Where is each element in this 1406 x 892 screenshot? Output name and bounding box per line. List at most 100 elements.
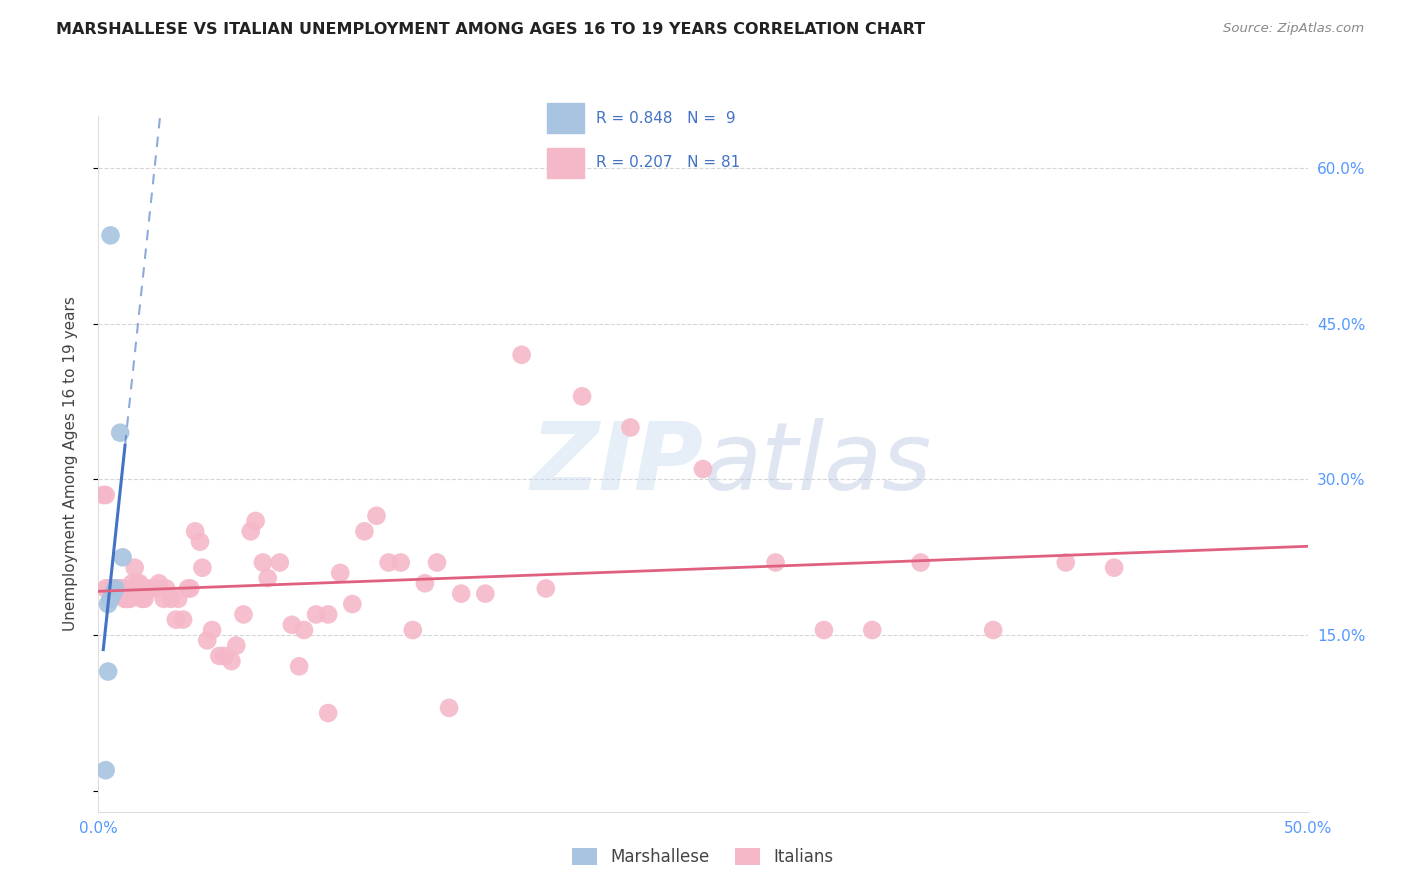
Point: [165, 613, 187, 627]
Point: [191, 560, 214, 574]
Point: [111, 582, 134, 596]
Point: [94, 488, 117, 502]
Point: [91, 488, 114, 502]
Point: [145, 582, 167, 596]
Point: [97, 582, 120, 596]
Point: [366, 508, 388, 523]
Point: [239, 524, 262, 539]
Point: [437, 701, 460, 715]
Point: [97, 582, 120, 596]
Point: [167, 591, 190, 606]
Point: [100, 591, 122, 606]
Point: [108, 582, 131, 596]
Point: [111, 582, 134, 596]
Point: [377, 556, 399, 570]
Point: [1054, 556, 1077, 570]
Text: R = 0.207   N = 81: R = 0.207 N = 81: [596, 155, 741, 170]
Point: [221, 654, 243, 668]
Point: [104, 582, 127, 596]
Point: [860, 623, 883, 637]
Point: [94, 763, 117, 777]
Point: [571, 389, 593, 403]
Point: [201, 623, 224, 637]
Point: [1102, 560, 1125, 574]
Point: [107, 582, 129, 596]
Point: [252, 556, 274, 570]
Point: [108, 582, 131, 596]
Point: [256, 571, 278, 585]
Point: [97, 597, 120, 611]
Point: [510, 348, 533, 362]
Point: [104, 582, 127, 596]
Text: R = 0.848   N =  9: R = 0.848 N = 9: [596, 111, 735, 126]
Point: [117, 591, 139, 606]
Point: [910, 556, 932, 570]
Point: [101, 587, 124, 601]
Point: [141, 582, 163, 596]
Point: [97, 665, 120, 679]
Bar: [547, 148, 583, 178]
Point: [101, 582, 124, 596]
Point: [172, 613, 194, 627]
Point: [208, 648, 231, 663]
Point: [118, 591, 141, 606]
Point: [127, 576, 149, 591]
Point: [232, 607, 254, 622]
Point: [177, 582, 200, 596]
Point: [94, 582, 117, 596]
Point: [225, 639, 247, 653]
Point: [450, 587, 472, 601]
Point: [100, 582, 122, 596]
Point: [160, 591, 183, 606]
Point: [184, 524, 207, 539]
Point: [413, 576, 436, 591]
Point: [692, 462, 714, 476]
Point: [128, 576, 150, 591]
Point: [619, 420, 641, 434]
Y-axis label: Unemployment Among Ages 16 to 19 years: Unemployment Among Ages 16 to 19 years: [63, 296, 77, 632]
Point: [131, 591, 153, 606]
Point: [813, 623, 835, 637]
Point: [269, 556, 291, 570]
Point: [389, 556, 412, 570]
Point: [148, 576, 170, 591]
Point: [765, 556, 787, 570]
Point: [100, 228, 122, 243]
Point: [121, 576, 143, 591]
Point: [534, 582, 557, 596]
Point: [212, 648, 235, 663]
Text: ZIP: ZIP: [530, 417, 703, 510]
Point: [402, 623, 425, 637]
Point: [474, 587, 496, 601]
Point: [111, 550, 134, 565]
Point: [981, 623, 1004, 637]
Point: [100, 582, 122, 596]
Point: [305, 607, 328, 622]
Point: [426, 556, 449, 570]
Point: [292, 623, 315, 637]
Text: atlas: atlas: [703, 418, 931, 509]
Point: [316, 706, 339, 720]
Text: MARSHALLESE VS ITALIAN UNEMPLOYMENT AMONG AGES 16 TO 19 YEARS CORRELATION CHART: MARSHALLESE VS ITALIAN UNEMPLOYMENT AMON…: [56, 22, 925, 37]
Point: [195, 633, 218, 648]
Point: [135, 582, 157, 596]
Point: [329, 566, 352, 580]
Point: [124, 560, 146, 574]
Point: [101, 582, 124, 596]
Point: [114, 591, 136, 606]
Bar: [547, 103, 583, 133]
Point: [155, 582, 177, 596]
Point: [316, 607, 339, 622]
Point: [179, 582, 201, 596]
Point: [104, 582, 127, 596]
Point: [281, 617, 304, 632]
Point: [288, 659, 311, 673]
Legend: Marshallese, Italians: Marshallese, Italians: [565, 841, 841, 873]
Point: [245, 514, 267, 528]
Point: [107, 582, 129, 596]
Point: [342, 597, 364, 611]
Point: [108, 425, 131, 440]
Point: [353, 524, 375, 539]
Point: [152, 591, 174, 606]
Point: [188, 534, 211, 549]
